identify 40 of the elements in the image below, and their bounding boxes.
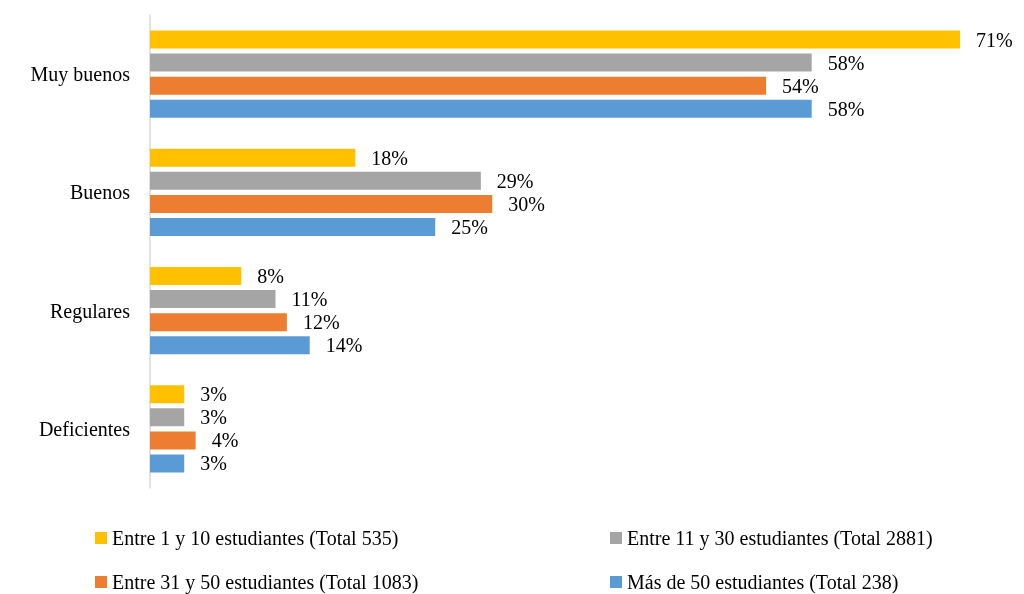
bar (150, 30, 960, 49)
data-label: 12% (302, 311, 340, 334)
bar (150, 194, 493, 213)
bar (150, 76, 767, 95)
bar (150, 217, 436, 236)
bar (150, 336, 310, 355)
data-label: 4% (211, 429, 239, 452)
y-tick-label: Muy buenos (30, 63, 131, 87)
data-label: 30% (508, 192, 545, 215)
data-label: 3% (200, 406, 227, 429)
legend-label: Entre 1 y 10 estudiantes (Total 535) (112, 527, 399, 550)
bar (150, 171, 481, 190)
data-label: 8% (257, 265, 284, 288)
bar (150, 313, 287, 332)
legend-label: Más de 50 estudiantes (Total 238) (627, 571, 899, 594)
legend-label: Entre 11 y 30 estudiantes (Total 2881) (627, 527, 933, 550)
data-label: 54% (782, 74, 819, 97)
bar (150, 99, 812, 118)
data-label: 14% (325, 334, 363, 357)
y-tick-label: Regulares (50, 299, 131, 323)
bar (150, 385, 185, 404)
data-label: 58% (827, 97, 865, 120)
y-tick-label: Deficientes (38, 417, 131, 440)
data-label: 29% (496, 169, 534, 192)
data-label: 3% (200, 383, 227, 406)
bar (150, 267, 242, 286)
bar (150, 290, 276, 309)
data-label: 11% (291, 288, 328, 311)
bar (150, 454, 185, 473)
data-label: 25% (451, 215, 488, 238)
data-label: 58% (827, 51, 865, 74)
bar (150, 431, 196, 450)
legend-label: Entre 31 y 50 estudiantes (Total 1083) (112, 571, 419, 594)
bar (150, 148, 356, 167)
y-tick-label: Buenos (70, 181, 131, 204)
data-label: 71% (976, 28, 1013, 51)
data-label: 3% (200, 452, 227, 475)
bar (150, 408, 185, 427)
data-label: 18% (371, 146, 409, 169)
bar (150, 53, 812, 72)
